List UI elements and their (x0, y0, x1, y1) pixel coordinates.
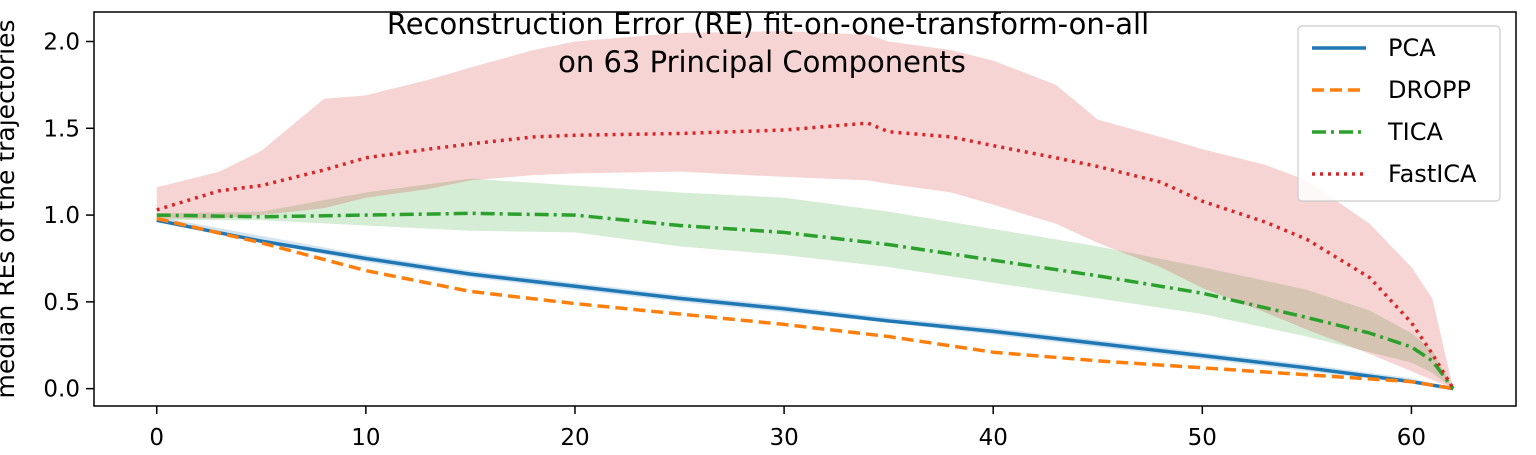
pca-line (156, 218, 1454, 391)
x-tick-label: 50 (1188, 425, 1217, 451)
chart-subtitle: on 63 Principal Components (558, 45, 966, 79)
chart-title: Reconstruction Error (RE) fit-on-one-tra… (387, 7, 1149, 41)
series-lines (156, 121, 1455, 391)
y-axis-label: median REs of the trajectories (0, 19, 20, 398)
fastica-band (156, 31, 1454, 389)
legend: PCA DROPP TICA FastICA (1297, 25, 1501, 202)
y-tick-label: 1.0 (43, 203, 80, 229)
y-tick-label: 1.5 (43, 116, 80, 142)
legend-box (1297, 25, 1501, 202)
legend-label-tica: TICA (1387, 118, 1443, 146)
tica-band (156, 178, 1454, 389)
confidence-bands (156, 31, 1454, 389)
plot-frame (93, 11, 1517, 407)
legend-label-fastica: FastICA (1388, 160, 1477, 188)
x-tick-label: 20 (560, 425, 589, 451)
dropp-line (156, 216, 1454, 391)
x-tick-label: 40 (979, 425, 1008, 451)
x-tick-label: 0 (149, 425, 164, 451)
x-tick-label: 60 (1397, 425, 1426, 451)
x-tick-label: 30 (769, 425, 798, 451)
axis-ticks: 0 10 20 30 40 50 60 0.0 0.5 1.0 1.5 2.0 (43, 30, 1426, 451)
y-tick-label: 0.5 (43, 290, 80, 316)
x-tick-label: 10 (351, 425, 380, 451)
tica-line (156, 211, 1455, 390)
y-tick-label: 0.0 (43, 377, 80, 403)
legend-label-pca: PCA (1388, 34, 1436, 62)
y-tick-label: 2.0 (43, 30, 80, 56)
legend-label-dropp: DROPP (1388, 76, 1471, 104)
fastica-line (156, 121, 1455, 390)
